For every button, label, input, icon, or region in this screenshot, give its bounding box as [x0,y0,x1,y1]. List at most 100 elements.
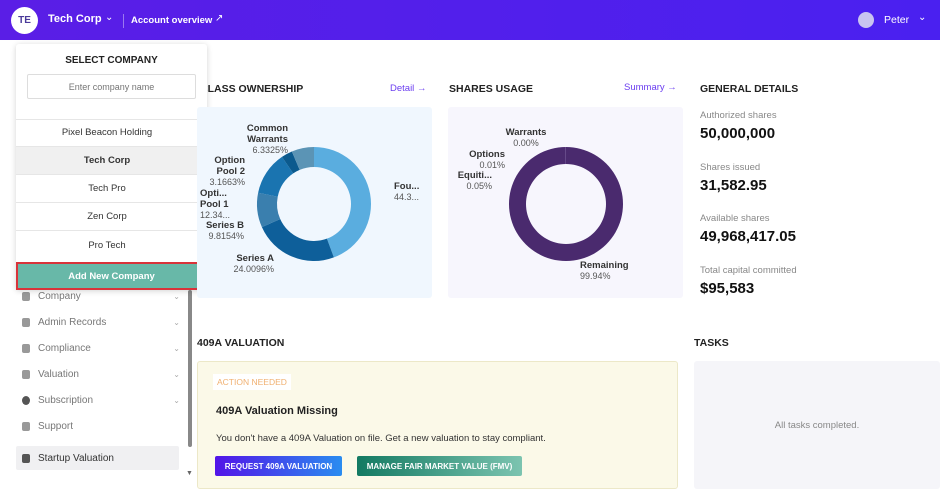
chevron-down-icon[interactable]: ⌄ [918,12,927,23]
external-link-icon[interactable]: ↗ [215,13,224,24]
summary-link-label[interactable]: Summary [624,82,665,93]
arrow-right-icon: → [667,82,677,93]
slice-value: 99.94% [580,271,611,281]
slice-value: 0.00% [513,138,539,148]
action-needed-badge: ACTION NEEDED [213,374,291,390]
sidebar-item-valuation[interactable]: Valuation ⌄ [22,369,180,380]
sidebar-item-admin-records[interactable]: Admin Records ⌄ [22,317,180,328]
chevron-down-icon: ⌄ [173,318,180,327]
sidebar-item-support[interactable]: Support [22,421,180,432]
sidebar-item-compliance[interactable]: Compliance ⌄ [22,343,180,354]
building-icon [22,292,30,301]
company-option[interactable]: Zen Corp [16,203,198,231]
authorized-shares-label: Authorized shares [700,110,777,121]
company-search-input[interactable] [27,74,196,99]
user-avatar-icon[interactable] [858,12,874,28]
slice-option-pool-2[interactable] [281,151,300,174]
slice-value: 6.3325% [252,145,288,155]
company-switcher[interactable]: Tech Corp [48,13,102,25]
sidebar-item-startup-valuation[interactable]: Startup Valuation [16,446,179,470]
label-founders: Fou... 44.3... [394,181,419,203]
dollar-icon [22,396,30,405]
slice-value: 12.34... [200,210,231,220]
class-ownership-donut [257,147,371,261]
arrow-right-icon: → [416,83,427,94]
slice-label: Fou... [394,181,420,192]
summary-link[interactable]: Summary → [624,82,677,93]
slice-value: 9.8154% [208,231,244,241]
user-menu[interactable]: Peter [884,14,910,26]
company-option[interactable]: Pro Tech [88,239,126,251]
sidebar-label: Support [38,421,74,432]
detail-link-label[interactable]: Detail [390,83,415,94]
slice-remaining[interactable] [508,147,623,261]
tasks-card: All tasks completed. [694,361,940,489]
slice-label: Remaining [580,260,629,271]
slice-label: Opti... Pool 1 [200,188,229,210]
capital-committed-value: $95,583 [700,280,755,297]
slice-founders[interactable] [314,147,371,258]
detail-link[interactable]: Detail → [390,83,426,94]
sidebar-label: Company [38,291,81,302]
divider [16,119,198,120]
available-shares-label: Available shares [700,213,770,224]
label-series-b: Series B 9.8154% [200,220,244,242]
add-new-company-button[interactable]: Add New Company [16,262,207,290]
slice-label: Options [469,149,505,160]
slice-series-a[interactable] [261,219,334,261]
shares-issued-label: Shares issued [700,162,761,173]
sidebar-label: Startup Valuation [38,452,114,464]
company-option[interactable]: Pixel Beacon Holding [16,119,198,147]
sidebar-item-company[interactable]: Company ⌄ [22,291,180,302]
general-details-title: GENERAL DETAILS [700,83,799,95]
chevron-down-icon: ⌄ [173,292,180,301]
valuation-text: You don't have a 409A Valuation on file.… [216,433,546,444]
slice-value: 0.05% [466,181,492,191]
class-ownership-title: CLASS OWNERSHIP [207,83,303,95]
label-options: Options 0.01% [460,149,505,171]
slice-value: 24.0096% [233,264,274,274]
shield-icon [22,344,30,353]
label-option-pool-2: Option Pool 2 3.1663% [200,155,245,188]
chevron-down-icon[interactable]: ⌄ [105,12,114,23]
label-warrants: Warrants 0.00% [500,127,552,149]
scroll-down-icon[interactable]: ▼ [186,470,193,477]
records-icon [22,318,30,327]
slice-series-b[interactable] [257,192,281,228]
slice-label: Series A [236,253,274,264]
label-series-a: Series A 24.0096% [220,253,274,275]
slice-option-pool-1[interactable] [258,156,294,197]
label-equity: Equiti... 0.05% [452,170,492,192]
sidebar-label: Subscription [38,395,94,406]
company-dropdown: SELECT COMPANY Pixel Beacon Holding Tech… [16,44,207,290]
sidebar-label: Compliance [38,343,91,354]
shares-issued-value: 31,582.95 [700,177,767,194]
slice-label: Series B [205,220,244,231]
company-avatar[interactable]: TE [11,7,38,34]
request-409a-button[interactable]: REQUEST 409A VALUATION [215,456,342,476]
company-option-selected[interactable]: Tech Corp [16,147,198,175]
slice-common-warrants[interactable] [291,147,314,170]
slice-label: Warrants [505,127,547,138]
slice-label: Equiti... [457,170,492,181]
chevron-down-icon: ⌄ [173,344,180,353]
slice-value: 3.1663% [209,177,245,187]
slice-label: Common Warrants [246,123,288,145]
divider [123,14,124,28]
label-remaining: Remaining 99.94% [580,260,629,282]
company-option[interactable]: Tech Pro [16,175,198,203]
manage-fmv-button[interactable]: MANAGE FAIR MARKET VALUE (FMV) [357,456,522,476]
sidebar-scrollbar[interactable] [188,290,192,447]
slice-label: Option Pool 2 [214,155,245,177]
available-shares-value: 49,968,417.05 [700,228,796,245]
tasks-empty-text: All tasks completed. [774,419,860,431]
sidebar-item-subscription[interactable]: Subscription ⌄ [22,395,180,406]
shares-usage-title: SHARES USAGE [449,83,534,95]
tasks-title: TASKS [694,337,729,349]
dropdown-title: SELECT COMPANY [65,55,158,66]
account-overview-link[interactable]: Account overview [131,15,213,26]
label-common-warrants: Common Warrants 6.3325% [228,123,288,156]
document-icon [22,453,30,463]
support-icon [22,422,30,431]
slice-value: 0.01% [479,160,505,170]
